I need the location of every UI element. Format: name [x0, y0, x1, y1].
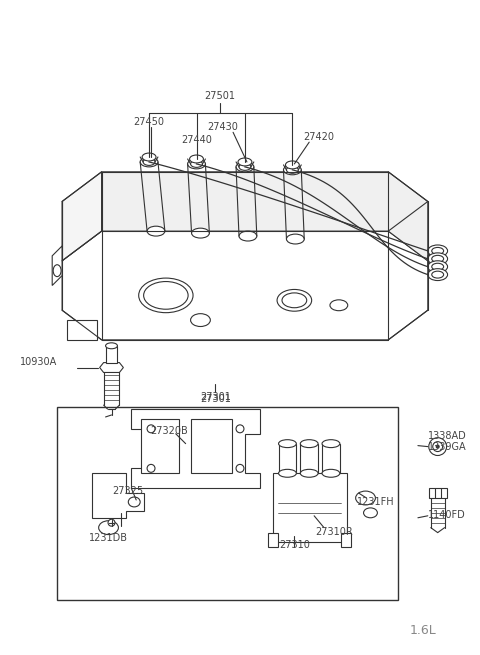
Ellipse shape: [236, 162, 254, 172]
Text: 27310: 27310: [279, 540, 310, 550]
Ellipse shape: [300, 470, 318, 477]
Ellipse shape: [429, 438, 446, 455]
Ellipse shape: [432, 248, 444, 254]
Bar: [322, 443, 340, 474]
Text: 1.6L: 1.6L: [409, 624, 436, 637]
Ellipse shape: [147, 464, 155, 472]
Ellipse shape: [300, 440, 318, 447]
Ellipse shape: [278, 470, 296, 477]
Ellipse shape: [433, 441, 443, 451]
Bar: [141, 419, 179, 474]
Ellipse shape: [191, 160, 203, 168]
Text: 1338AD: 1338AD: [428, 431, 467, 441]
Ellipse shape: [139, 278, 193, 312]
Ellipse shape: [192, 228, 209, 238]
Ellipse shape: [147, 425, 155, 433]
Ellipse shape: [140, 157, 158, 167]
Ellipse shape: [239, 163, 251, 170]
Ellipse shape: [428, 261, 447, 272]
Ellipse shape: [143, 159, 155, 166]
Ellipse shape: [282, 293, 307, 308]
Ellipse shape: [432, 271, 444, 278]
Ellipse shape: [108, 519, 115, 526]
Ellipse shape: [236, 464, 244, 472]
Ellipse shape: [144, 282, 188, 309]
Text: 27301: 27301: [200, 394, 231, 404]
Ellipse shape: [147, 226, 165, 236]
Ellipse shape: [190, 155, 204, 163]
Bar: [268, 533, 277, 548]
Polygon shape: [428, 246, 438, 276]
Polygon shape: [92, 474, 144, 517]
Polygon shape: [62, 231, 428, 340]
Ellipse shape: [287, 166, 298, 174]
Text: 10930A: 10930A: [20, 356, 57, 367]
Ellipse shape: [191, 314, 210, 326]
Ellipse shape: [188, 159, 205, 169]
Text: 27450: 27450: [133, 117, 165, 128]
Ellipse shape: [287, 234, 304, 244]
Text: 1231FH: 1231FH: [357, 497, 394, 507]
Text: 27320B: 27320B: [150, 426, 188, 436]
Bar: [341, 533, 351, 548]
Bar: [273, 474, 347, 542]
Polygon shape: [131, 409, 260, 488]
Text: 27310R: 27310R: [315, 527, 353, 536]
Text: 1231DB: 1231DB: [89, 533, 128, 542]
Text: 27430: 27430: [207, 122, 238, 132]
Ellipse shape: [142, 153, 156, 161]
Polygon shape: [67, 320, 96, 340]
Polygon shape: [100, 363, 123, 373]
Ellipse shape: [432, 255, 444, 262]
Ellipse shape: [278, 440, 296, 447]
Ellipse shape: [286, 161, 300, 169]
Ellipse shape: [322, 440, 340, 447]
Polygon shape: [52, 246, 62, 286]
Text: 27301: 27301: [200, 392, 231, 402]
Ellipse shape: [236, 425, 244, 433]
Ellipse shape: [356, 491, 375, 505]
Ellipse shape: [99, 521, 119, 534]
Bar: [429, 488, 446, 498]
Ellipse shape: [436, 445, 439, 448]
Text: 27501: 27501: [205, 90, 236, 101]
Ellipse shape: [428, 269, 447, 280]
Ellipse shape: [106, 343, 118, 348]
Text: 27325: 27325: [113, 486, 144, 496]
Text: 27420: 27420: [303, 132, 335, 142]
Bar: [278, 443, 296, 474]
Polygon shape: [102, 172, 428, 261]
Ellipse shape: [128, 497, 140, 507]
Polygon shape: [62, 172, 102, 261]
Ellipse shape: [322, 470, 340, 477]
Ellipse shape: [363, 508, 377, 517]
Bar: [300, 443, 318, 474]
Ellipse shape: [239, 231, 257, 241]
Ellipse shape: [432, 263, 444, 270]
Ellipse shape: [284, 165, 301, 175]
Bar: [106, 346, 118, 363]
Text: 1339GA: 1339GA: [428, 441, 467, 451]
Ellipse shape: [428, 253, 447, 265]
Text: 1140FD: 1140FD: [428, 510, 466, 520]
Ellipse shape: [238, 158, 252, 166]
Bar: [57, 407, 398, 600]
Ellipse shape: [277, 290, 312, 311]
Bar: [191, 419, 232, 474]
Ellipse shape: [330, 300, 348, 310]
Text: 27440: 27440: [181, 135, 212, 145]
Ellipse shape: [428, 245, 447, 257]
